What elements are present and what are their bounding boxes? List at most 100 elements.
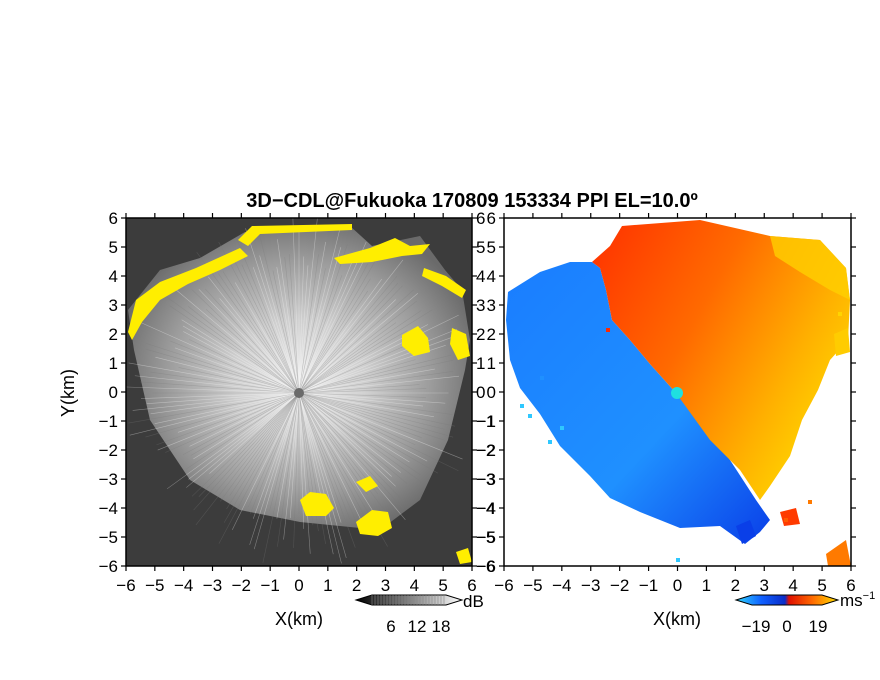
snr-y-tick-label-right: −3: [476, 470, 495, 489]
velocity-x-tick-label: −5: [523, 576, 542, 595]
snr-radial-streak: [298, 263, 369, 394]
snr-x-axis-label: X(km): [275, 609, 323, 629]
snr-colorbar-tick-label: 12: [408, 617, 427, 636]
snr-radial-streak: [298, 254, 319, 394]
snr-colorbar-tick-label: 6: [386, 617, 395, 636]
snr-radial-streak: [189, 339, 300, 394]
snr-colorbar-unit: dB: [463, 592, 484, 611]
velocity-x-tick-label: −2: [610, 576, 629, 595]
snr-radial-streak: [298, 260, 353, 394]
snr-radial-streak: [222, 271, 300, 394]
snr-y-tick-label-right: −2: [476, 441, 495, 460]
velocity-speckle: [520, 404, 524, 408]
velocity-colorbar-tick-label: −19: [742, 617, 771, 636]
velocity-colorbar: ms−1 −19 0 19: [734, 590, 875, 636]
snr-radial-streak: [198, 289, 300, 394]
snr-radial-streak: [298, 293, 419, 394]
snr-radial-streak: [298, 392, 342, 523]
snr-y-tick-label: −3: [99, 470, 118, 489]
snr-radial-streak: [298, 392, 356, 548]
snr-radial-streak: [136, 320, 300, 394]
velocity-positive-patch-right: [834, 328, 850, 356]
snr-radial-streak: [157, 392, 300, 451]
velocity-y-tick-label: 1: [487, 354, 496, 373]
snr-high-echo-top: [238, 224, 352, 246]
snr-radial-streak: [298, 392, 360, 528]
snr-colorbar-tick-label: 18: [432, 617, 451, 636]
velocity-x-tick-label: 5: [817, 576, 826, 595]
snr-high-echo-right: [422, 268, 466, 298]
snr-high-echo-bottom-right: [356, 510, 392, 536]
snr-radial-streak: [298, 384, 420, 394]
snr-y-tick-label-right: 3: [476, 296, 485, 315]
velocity-speckle: [606, 328, 610, 332]
velocity-y-tick-label: −3: [477, 470, 496, 489]
snr-radial-streak: [188, 392, 300, 480]
snr-axis-ticks: −6 −5 −4 −3 −2 −1 0 1 2 3 4 5 6−6 −6−5 −5−4 −4−3 −3−2 −2−…: [99, 209, 496, 595]
snr-radial-streak: [174, 347, 300, 394]
snr-radial-streak: [249, 392, 300, 514]
snr-y-tick-label-right: 0: [476, 383, 485, 402]
velocity-y-tick-label: −1: [477, 412, 496, 431]
snr-radial-streak: [145, 392, 300, 438]
snr-radial-streak: [298, 392, 385, 530]
snr-y-tick-label: 1: [109, 354, 118, 373]
snr-y-tick-label-right: 5: [476, 238, 485, 257]
snr-radial-streak: [298, 392, 410, 463]
velocity-positive-patch-corner: [826, 540, 851, 566]
snr-high-echo-upper-left: [128, 248, 248, 340]
snr-radial-streak: [288, 254, 300, 394]
snr-x-tick-label: 3: [381, 576, 390, 595]
snr-radial-streak: [215, 392, 300, 493]
snr-radial-streak: [298, 392, 422, 438]
velocity-speckle: [842, 290, 846, 294]
velocity-speckle: [540, 376, 544, 380]
snr-radial-streak: [298, 392, 392, 477]
snr-radial-streak: [128, 362, 300, 394]
snr-radial-streak: [219, 298, 300, 394]
snr-radial-streak: [269, 392, 300, 511]
snr-x-tick-label: 2: [352, 576, 361, 595]
snr-radial-streak: [234, 282, 300, 394]
snr-radial-streak: [231, 392, 300, 530]
snr-radial-streak: [298, 392, 463, 460]
snr-radial-streak: [298, 392, 386, 513]
snr-radial-streak: [298, 368, 435, 394]
snr-radial-streak: [284, 257, 300, 394]
snr-radial-streak: [298, 299, 397, 394]
velocity-colorbar-tick-label: 19: [809, 617, 828, 636]
snr-radial-streak: [298, 392, 368, 496]
snr-y-tick-label: 3: [109, 296, 118, 315]
snr-y-tick-label: −1: [99, 412, 118, 431]
velocity-colorbar-bar: [734, 594, 840, 606]
velocity-x-tick-label: 2: [731, 576, 740, 595]
snr-radial-streak: [298, 334, 460, 394]
snr-radial-streak: [298, 228, 341, 394]
snr-radial-streak: [146, 392, 300, 404]
snr-x-tick-label: −6: [116, 576, 135, 595]
velocity-x-tick-label: 3: [760, 576, 769, 595]
snr-x-tick-label: 5: [438, 576, 447, 595]
snr-radial-streak: [208, 276, 300, 394]
snr-radial-streak: [298, 392, 454, 438]
snr-radial-streak: [298, 265, 309, 394]
snr-radial-streak: [298, 392, 426, 398]
snr-radial-streak: [298, 241, 326, 394]
snr-radial-streak: [298, 392, 456, 427]
snr-radial-streak: [298, 276, 398, 394]
snr-high-echo-corner: [456, 548, 472, 564]
snr-radial-streak: [186, 392, 300, 488]
snr-y-tick-label-right: −4: [476, 499, 495, 518]
snr-radial-streak: [298, 309, 433, 394]
snr-radial-streak: [277, 239, 300, 394]
snr-radial-streak: [298, 359, 416, 394]
snr-radial-streak: [128, 392, 300, 424]
snr-echo-region: [128, 226, 470, 530]
snr-radial-streak: [298, 392, 416, 446]
snr-radial-streak: [191, 392, 300, 497]
snr-radial-streak: [298, 278, 383, 394]
velocity-y-tick-label: −4: [477, 499, 496, 518]
snr-radial-streak: [232, 256, 300, 394]
